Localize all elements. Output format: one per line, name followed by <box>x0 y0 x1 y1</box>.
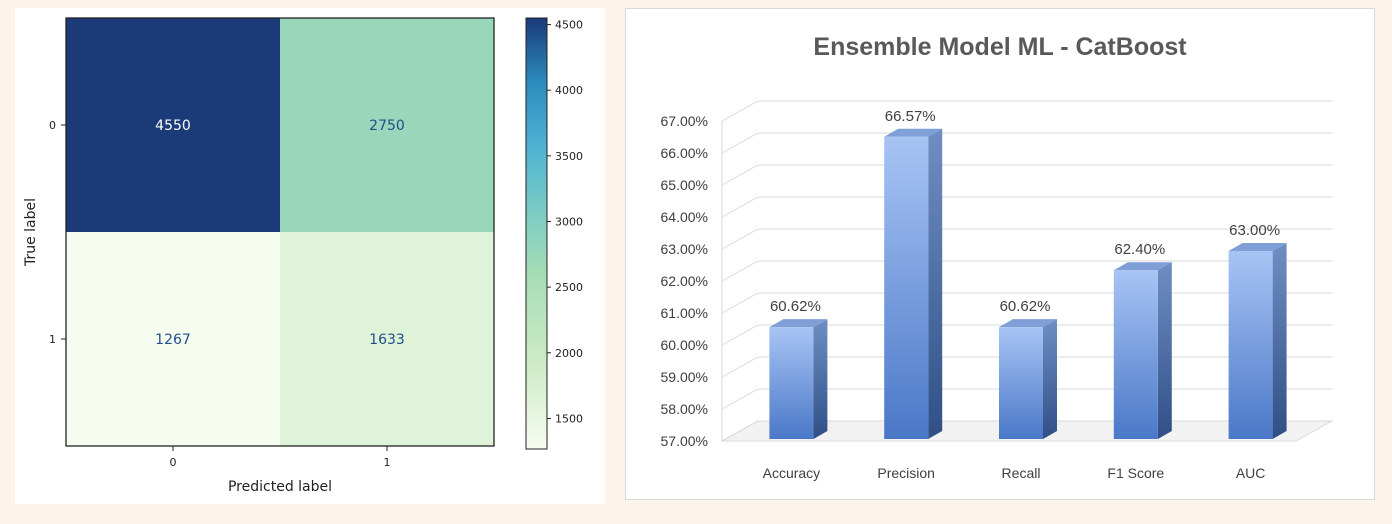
y-tick-label-5: 62.00% <box>661 273 708 289</box>
gridline-7 <box>721 196 1332 218</box>
x-tick-label-0: 0 <box>170 456 177 469</box>
x-tick-label-3: F1 Score <box>1107 465 1164 481</box>
y-tick-label-7: 64.00% <box>661 209 708 225</box>
y-tick-label-0: 57.00% <box>661 433 708 449</box>
bar-1 <box>884 136 929 439</box>
bar-4 <box>1228 251 1273 439</box>
bar-side-1 <box>928 128 943 439</box>
metrics-bar-panel: Ensemble Model ML - CatBoost 57.00% 58.00%… <box>625 8 1375 500</box>
y-tick-label-8: 65.00% <box>661 177 708 193</box>
colorbar-tick-label-2: 2500 <box>555 281 583 294</box>
bar-top-0 <box>769 319 828 328</box>
y-tick-label-0: 0 <box>49 119 56 132</box>
cell-value-1-1: 1633 <box>369 332 405 348</box>
bar-0 <box>769 327 814 439</box>
y-tick-label-10: 67.00% <box>661 113 708 129</box>
matrix-cell-0-1 <box>280 18 494 232</box>
bar-value-label-0: 60.62% <box>770 298 821 315</box>
gridline-6 <box>721 228 1332 250</box>
bar-2 <box>999 327 1043 439</box>
cell-value-1-0: 1267 <box>155 332 191 348</box>
gridline-5 <box>721 260 1332 282</box>
y-tick-label-3: 60.00% <box>661 337 708 353</box>
bar-top-3 <box>1113 262 1172 271</box>
bar-top-1 <box>884 128 943 137</box>
matrix-cell-1-1 <box>280 232 494 446</box>
colorbar-tick-label-5: 4000 <box>555 84 583 97</box>
bar-side-0 <box>813 319 828 439</box>
bar-value-label-3: 62.40% <box>1114 241 1165 258</box>
colorbar-tick-label-6: 4500 <box>555 19 583 32</box>
colorbar-tick-label-1: 2000 <box>555 347 583 360</box>
bar-value-label-4: 63.00% <box>1229 222 1280 239</box>
bar-top-4 <box>1228 243 1287 251</box>
cell-value-0-1: 2750 <box>369 118 405 134</box>
y-tick-label-4: 61.00% <box>661 305 708 321</box>
bar-top-2 <box>999 319 1057 328</box>
confusion-matrix-chart: 4550 2750 1267 1633 0 1 0 1 Predicted label True … <box>23 17 583 495</box>
bar-3 <box>1113 270 1158 439</box>
confusion-matrix-panel: 4550 2750 1267 1633 0 1 0 1 Predicted label True … <box>15 8 605 504</box>
matrix-frame <box>65 17 495 447</box>
x-tick-label-0: Accuracy <box>763 465 821 481</box>
y-tick-label-1: 1 <box>49 333 56 346</box>
colorbar <box>525 17 548 450</box>
gridline-9 <box>721 132 1332 154</box>
x-tick-label-1: Precision <box>877 465 935 481</box>
metrics-bar-chart: Ensemble Model ML - CatBoost 57.00% 58.00%… <box>661 33 1334 481</box>
matrix-cell-1-0 <box>66 232 280 446</box>
x-axis-label: Predicted label <box>228 479 332 495</box>
bar-side-2 <box>1043 319 1057 439</box>
chart-title: Ensemble Model ML - CatBoost <box>813 33 1187 61</box>
colorbar-tick-label-3: 3000 <box>555 215 583 228</box>
y-tick-label-2: 59.00% <box>661 369 708 385</box>
gridline-10 <box>721 100 1332 122</box>
x-tick-label-4: AUC <box>1236 465 1266 481</box>
y-tick-label-6: 63.00% <box>661 241 708 257</box>
y-axis-label: True label <box>23 198 39 267</box>
gridline-8 <box>721 164 1332 186</box>
bar-side-4 <box>1272 243 1287 439</box>
x-tick-label-2: Recall <box>1002 465 1041 481</box>
cell-value-0-0: 4550 <box>155 118 191 134</box>
x-tick-label-1: 1 <box>384 456 391 469</box>
bar-value-label-2: 60.62% <box>1000 298 1051 315</box>
bar-value-label-1: 66.57% <box>885 108 936 125</box>
colorbar-tick-label-4: 3500 <box>555 150 583 163</box>
y-tick-label-1: 58.00% <box>661 401 708 417</box>
bar-side-3 <box>1157 262 1172 439</box>
y-tick-label-9: 66.00% <box>661 145 708 161</box>
matrix-cell-0-0 <box>66 18 280 232</box>
colorbar-tick-label-0: 1500 <box>555 412 583 425</box>
